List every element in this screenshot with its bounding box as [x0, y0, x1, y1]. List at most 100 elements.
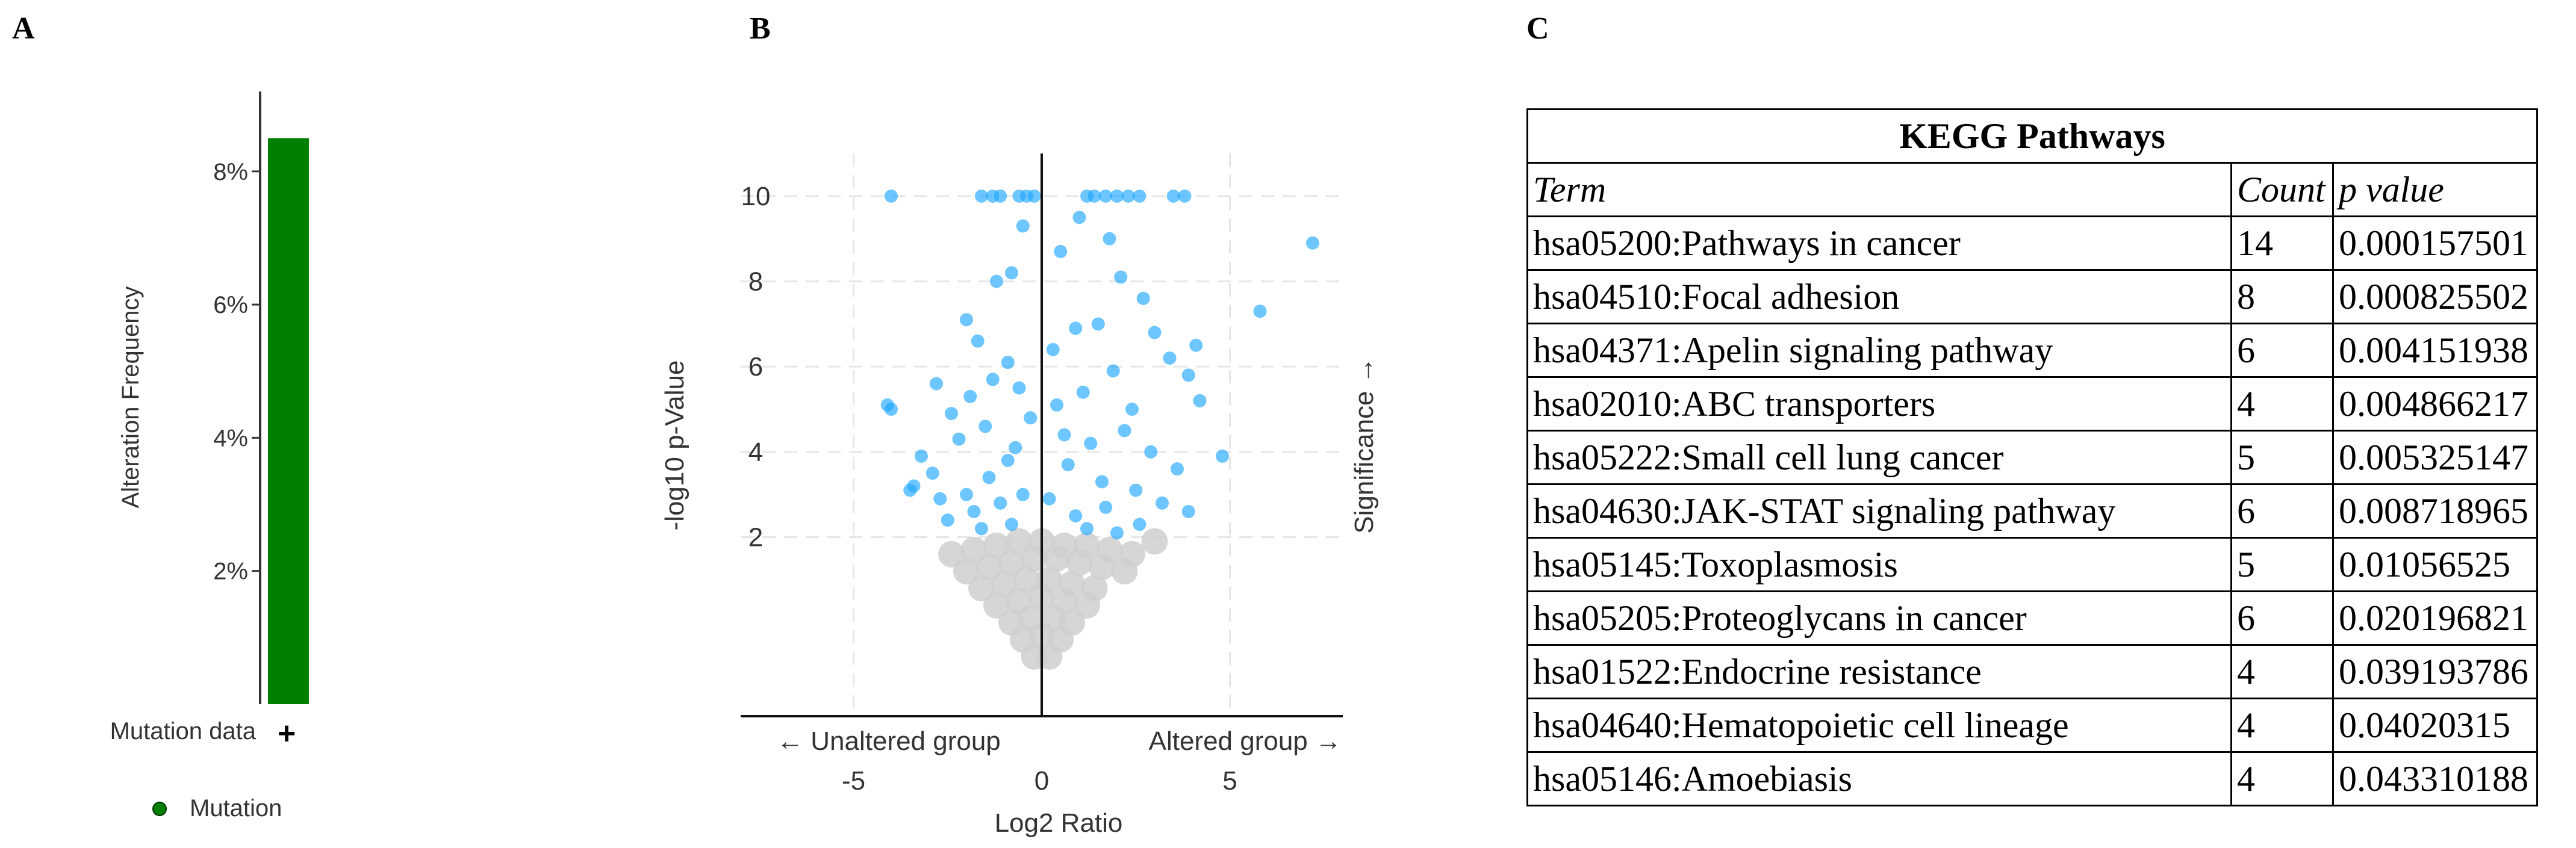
point-significant	[1178, 189, 1192, 203]
point-significant	[1118, 424, 1131, 438]
table-row: hsa04640:Hematopoietic cell lineage 4 0.04…	[1526, 698, 2538, 753]
point-significant	[1156, 496, 1169, 510]
p-value-cell: 0.020196821	[2332, 590, 2538, 646]
table-row: hsa05146:Amoebiasis 4 0.043310188	[1526, 751, 2538, 806]
y-tick-label: 2	[748, 523, 763, 552]
p-value-cell: 0.039193786	[2332, 644, 2538, 699]
y-tick-label: 10	[741, 182, 771, 211]
point-significant	[994, 496, 1007, 510]
count-cell: 6	[2230, 483, 2334, 539]
term-cell: hsa04640:Hematopoietic cell lineage	[1526, 698, 2232, 753]
count-cell: 8	[2230, 269, 2334, 324]
point-significant	[1103, 232, 1116, 246]
point-not-significant	[975, 554, 1003, 581]
point-significant	[1027, 189, 1041, 203]
column-header-count: Count	[2230, 162, 2334, 217]
term-cell: hsa01522:Endocrine resistance	[1526, 644, 2232, 699]
table-title-row: KEGG Pathways	[1526, 108, 2538, 164]
point-significant	[1080, 522, 1094, 536]
y-tick-label: 8%	[213, 159, 248, 185]
table-row: hsa05222:Small cell lung cancer 5 0.005325…	[1526, 430, 2538, 485]
point-significant	[1110, 526, 1124, 540]
p-value-cell: 0.008718965	[2332, 483, 2538, 539]
y-tick-label: 8	[748, 267, 763, 297]
point-significant	[1001, 356, 1015, 370]
x-axis-label: Log2 Ratio	[995, 808, 1123, 838]
point-not-significant	[938, 540, 965, 568]
panel-letter-b: B	[750, 11, 771, 46]
altered-group-label: Altered group →	[1149, 726, 1342, 756]
point-not-significant	[991, 571, 1018, 598]
point-significant	[1253, 305, 1267, 318]
point-not-significant	[1111, 558, 1138, 585]
point-significant	[1163, 351, 1177, 365]
point-significant	[960, 487, 973, 501]
point-not-significant	[983, 532, 1010, 559]
point-significant	[1193, 394, 1207, 407]
panel-letter-c: C	[1526, 11, 1549, 46]
point-significant	[1042, 492, 1056, 506]
x-tick-label: 0	[1034, 766, 1049, 796]
point-not-significant	[1074, 592, 1100, 619]
term-cell: hsa05200:Pathways in cancer	[1526, 215, 2232, 271]
mutation-data-row-label: Mutation data	[110, 718, 257, 744]
point-significant	[994, 189, 1007, 203]
y-tick-label: 4	[748, 438, 763, 467]
count-cell: 5	[2230, 537, 2334, 592]
p-value-cell: 0.000157501	[2332, 215, 2538, 271]
point-significant	[978, 419, 992, 433]
y-tick-label: 6	[748, 352, 763, 382]
point-significant	[1099, 500, 1113, 514]
y-tick-label: 6%	[213, 292, 248, 318]
count-cell: 4	[2230, 376, 2334, 432]
table-row: hsa04510:Focal adhesion 8 0.000825502	[1526, 269, 2538, 324]
plus-icon[interactable]: +	[278, 716, 296, 751]
point-significant	[1069, 321, 1083, 335]
point-not-significant	[1044, 545, 1070, 572]
significance-label: Significance →	[1349, 357, 1379, 533]
table-row: hsa02010:ABC transporters 4 0.004866217	[1526, 376, 2538, 432]
point-significant	[975, 189, 988, 203]
point-significant	[1005, 266, 1018, 280]
point-significant	[1189, 338, 1203, 352]
point-not-significant	[983, 592, 1010, 619]
term-cell: hsa05146:Amoebiasis	[1526, 751, 2232, 806]
point-significant	[1057, 428, 1071, 442]
point-not-significant	[1036, 643, 1063, 670]
point-significant	[941, 513, 954, 527]
legend-swatch-mutation	[152, 802, 167, 816]
alteration-bar	[268, 138, 309, 704]
count-cell: 4	[2230, 751, 2334, 806]
point-significant	[1016, 219, 1030, 233]
count-cell: 5	[2230, 430, 2334, 485]
y-axis-label: -log10 p-Value	[660, 361, 689, 531]
column-header-p-value: p value	[2332, 162, 2538, 217]
panel-letter-a: A	[12, 11, 35, 46]
point-significant	[1024, 411, 1038, 425]
point-significant	[1046, 342, 1060, 356]
legend-label-mutation: Mutation	[190, 795, 282, 822]
point-not-significant	[1089, 554, 1115, 581]
p-value-cell: 0.043310188	[2332, 751, 2538, 806]
point-not-significant	[968, 575, 995, 602]
count-cell: 4	[2230, 698, 2334, 753]
term-cell: hsa04630:JAK-STAT signaling pathway	[1526, 483, 2232, 539]
y-axis-label: Alteration Frequency	[117, 286, 144, 508]
point-significant	[1009, 441, 1022, 454]
volcano-plot: 2 4 6 8 10 -5 0 5 -log10 p-Value Significance →…	[660, 153, 1379, 838]
point-significant	[1106, 364, 1120, 378]
point-significant	[1181, 505, 1195, 518]
point-significant	[1084, 436, 1098, 450]
table-row: hsa01522:Endocrine resistance 4 0.03919378…	[1526, 644, 2538, 699]
point-significant	[967, 505, 981, 518]
point-significant	[1050, 398, 1063, 412]
point-significant	[926, 466, 939, 480]
y-tick-label: 4%	[213, 425, 248, 451]
point-significant	[1054, 244, 1068, 258]
p-value-cell: 0.004151938	[2332, 323, 2538, 378]
table-row: hsa04371:Apelin signaling pathway 6 0.0041…	[1526, 323, 2538, 378]
point-significant	[1136, 291, 1150, 305]
p-value-cell: 0.04020315	[2332, 698, 2538, 753]
term-cell: hsa05205:Proteoglycans in cancer	[1526, 590, 2232, 646]
point-significant	[1166, 189, 1180, 203]
